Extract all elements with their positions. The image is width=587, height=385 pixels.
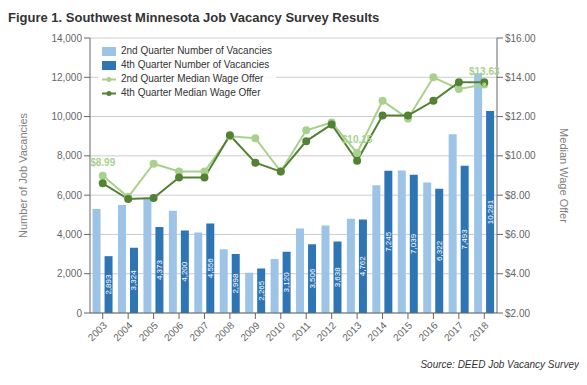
svg-text:$6.00: $6.00 <box>505 229 530 240</box>
svg-text:2006: 2006 <box>162 319 186 343</box>
svg-text:Number of Job Vacancies: Number of Job Vacancies <box>17 112 29 238</box>
svg-text:2003: 2003 <box>86 319 110 343</box>
svg-text:10,281: 10,281 <box>486 199 495 224</box>
html-text:2nd Quarter Median Wage Offer: 2nd Quarter Median Wage Offer <box>121 73 264 84</box>
svg-text:12,000: 12,000 <box>51 72 82 83</box>
svg-text:4,373: 4,373 <box>155 259 164 280</box>
svg-text:7,245: 7,245 <box>384 231 393 252</box>
svg-text:2013: 2013 <box>340 319 364 343</box>
svg-text:2010: 2010 <box>264 319 288 343</box>
svg-text:2018: 2018 <box>467 319 491 343</box>
svg-text:2005: 2005 <box>137 319 161 343</box>
svg-text:10,000: 10,000 <box>51 111 82 122</box>
svg-text:2015: 2015 <box>391 319 415 343</box>
svg-text:2,893: 2,893 <box>104 274 113 295</box>
html-text:Figure 1. Southwest Minnesota: Figure 1. Southwest Minnesota Job Vacanc… <box>8 10 380 25</box>
svg-text:3,324: 3,324 <box>129 270 138 291</box>
svg-text:$4.00: $4.00 <box>505 268 530 279</box>
svg-text:2,000: 2,000 <box>57 268 82 279</box>
svg-text:2004: 2004 <box>111 319 135 343</box>
svg-text:2007: 2007 <box>187 319 211 343</box>
svg-text:$12.00: $12.00 <box>505 111 536 122</box>
svg-text:2011: 2011 <box>290 319 313 342</box>
svg-text:$10.15: $10.15 <box>342 134 373 145</box>
svg-text:4,556: 4,556 <box>206 258 215 279</box>
svg-text:3,638: 3,638 <box>333 267 342 288</box>
svg-text:2,265: 2,265 <box>257 280 266 301</box>
svg-text:6,322: 6,322 <box>435 240 444 261</box>
svg-text:$13.63: $13.63 <box>469 66 500 77</box>
svg-text:$16.00: $16.00 <box>505 33 536 44</box>
svg-text:4,762: 4,762 <box>358 256 367 277</box>
svg-text:7,039: 7,039 <box>409 233 418 254</box>
svg-text:$14.00: $14.00 <box>505 72 536 83</box>
svg-text:$2.00: $2.00 <box>505 308 530 319</box>
svg-text:$10.00: $10.00 <box>505 150 536 161</box>
svg-text:6,000: 6,000 <box>57 190 82 201</box>
svg-text:3,506: 3,506 <box>308 268 317 289</box>
svg-text:2009: 2009 <box>238 319 262 343</box>
svg-text:2008: 2008 <box>213 319 237 343</box>
svg-text:2,998: 2,998 <box>231 273 240 294</box>
svg-text:8,000: 8,000 <box>57 150 82 161</box>
svg-text:14,000: 14,000 <box>51 33 82 44</box>
svg-text:0: 0 <box>76 308 82 319</box>
html-text:Source: DEED Job Vacancy Surve: Source: DEED Job Vacancy Survey <box>420 359 579 370</box>
svg-text:Median Wage Offer: Median Wage Offer <box>558 128 570 223</box>
svg-text:2012: 2012 <box>315 319 339 343</box>
svg-text:2017: 2017 <box>442 319 466 343</box>
svg-text:2014: 2014 <box>365 319 389 343</box>
svg-text:3,120: 3,120 <box>282 272 291 293</box>
svg-text:7,493: 7,493 <box>460 229 469 250</box>
html-text:4th Quarter Median Wage Offer: 4th Quarter Median Wage Offer <box>121 87 261 98</box>
html-text:2nd Quarter Number of Vacancie: 2nd Quarter Number of Vacancies <box>121 45 272 56</box>
html-text:4th Quarter Number of Vacancie: 4th Quarter Number of Vacancies <box>121 59 270 70</box>
svg-text:4,200: 4,200 <box>180 261 189 282</box>
svg-text:2016: 2016 <box>416 319 440 343</box>
svg-text:$8.00: $8.00 <box>505 190 530 201</box>
svg-text:4,000: 4,000 <box>57 229 82 240</box>
svg-text:$8.99: $8.99 <box>90 157 115 168</box>
